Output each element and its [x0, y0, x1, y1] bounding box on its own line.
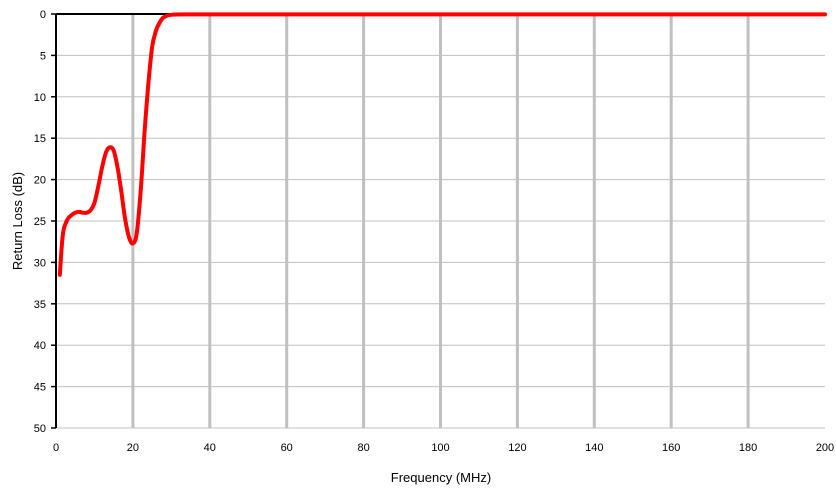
- y-axis-title: Return Loss (dB): [10, 172, 25, 270]
- y-tick-label: 50: [34, 423, 46, 435]
- x-tick-label: 0: [53, 442, 59, 454]
- y-tick-label: 5: [40, 50, 46, 62]
- y-tick-label: 20: [34, 175, 46, 187]
- y-tick-label: 25: [34, 216, 46, 228]
- y-tick-label: 40: [34, 340, 46, 352]
- return-loss-line: [57, 12, 827, 277]
- y-tick-label: 0: [40, 9, 46, 21]
- tick-labels: 0 5 10 15 20 25 30 35 40 45 50 0 20 40 60 80 100 120 140 16…: [34, 9, 834, 454]
- x-tick-label: 20: [127, 442, 139, 454]
- x-tick-label: 40: [204, 442, 216, 454]
- y-tick-label: 35: [34, 299, 46, 311]
- grid-lines: [56, 14, 825, 429]
- x-tick-label: 180: [739, 442, 757, 454]
- x-tick-label: 120: [508, 442, 526, 454]
- x-tick-label: 60: [281, 442, 293, 454]
- y-tick-label: 45: [34, 382, 46, 394]
- x-tick-label: 100: [431, 442, 449, 454]
- x-tick-label: 200: [816, 442, 834, 454]
- y-tick-label: 30: [34, 257, 46, 269]
- y-tick-label: 15: [34, 133, 46, 145]
- x-tick-label: 80: [357, 442, 369, 454]
- data-series: [57, 12, 827, 277]
- x-tick-label: 160: [662, 442, 680, 454]
- y-tick-label: 10: [34, 92, 46, 104]
- x-tick-label: 140: [585, 442, 603, 454]
- x-axis-title: Frequency (MHz): [391, 470, 491, 485]
